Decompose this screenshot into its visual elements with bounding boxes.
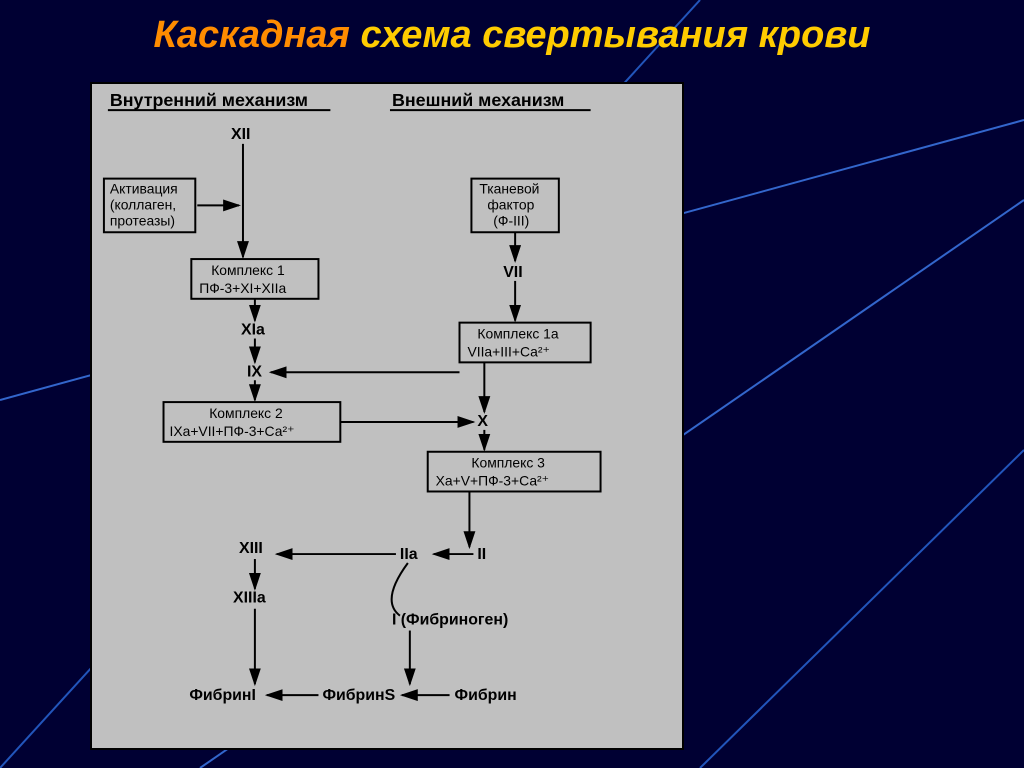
node-tissue-l2: фактор bbox=[487, 196, 534, 212]
flowchart-svg: Внутренний механизм Внешний механизм XII… bbox=[92, 84, 682, 748]
node-tissue-l3: (Ф-III) bbox=[493, 212, 529, 228]
node-complex1a-l1: Комплекс 1а bbox=[477, 326, 558, 342]
node-complex1-l1: Комплекс 1 bbox=[211, 262, 285, 278]
node-xiiia: XIIIa bbox=[233, 590, 266, 607]
node-complex3-l2: Xа+V+ПФ-3+Са²⁺ bbox=[436, 473, 549, 489]
title-word-3: свертывания bbox=[482, 14, 748, 56]
title-word-4: крови bbox=[759, 14, 871, 56]
node-activation-l1: Активация bbox=[110, 181, 178, 197]
node-ix: IX bbox=[247, 363, 262, 380]
node-xiii: XIII bbox=[239, 540, 263, 557]
title-word-2: схема bbox=[360, 14, 471, 56]
node-fibrinI: ФибринI bbox=[189, 687, 256, 704]
node-complex2-l1: Комплекс 2 bbox=[209, 405, 283, 421]
node-activation-l3: протеазы) bbox=[110, 212, 175, 228]
diagram-panel: Внутренний механизм Внешний механизм XII… bbox=[90, 82, 684, 750]
slide-title: Каскадная схема свертывания крови bbox=[0, 14, 1024, 57]
node-vii: VII bbox=[503, 264, 522, 281]
node-fibrinogen: I (Фибриноген) bbox=[392, 612, 508, 629]
node-complex2-l2: IXа+VII+ПФ-3+Са²⁺ bbox=[169, 423, 294, 439]
title-word-1: Каскадная bbox=[153, 14, 349, 56]
header-left: Внутренний механизм bbox=[110, 90, 308, 110]
node-x: X bbox=[477, 413, 488, 430]
node-xii: XII bbox=[231, 126, 250, 143]
node-tissue-l1: Тканевой bbox=[479, 181, 539, 197]
node-iia: IIа bbox=[400, 546, 418, 563]
node-fibrin: Фибрин bbox=[455, 687, 517, 704]
node-complex1-l2: ПФ-3+XI+XIIа bbox=[199, 280, 286, 296]
node-fibrinS: ФибринS bbox=[322, 687, 395, 704]
node-xia: XIа bbox=[241, 322, 265, 339]
node-complex1a-l2: VIIа+III+Са²⁺ bbox=[467, 343, 549, 359]
node-activation-l2: (коллаген, bbox=[110, 196, 176, 212]
header-right: Внешний механизм bbox=[392, 90, 564, 110]
node-complex3-l1: Комплекс 3 bbox=[471, 455, 545, 471]
node-ii: II bbox=[477, 546, 486, 563]
